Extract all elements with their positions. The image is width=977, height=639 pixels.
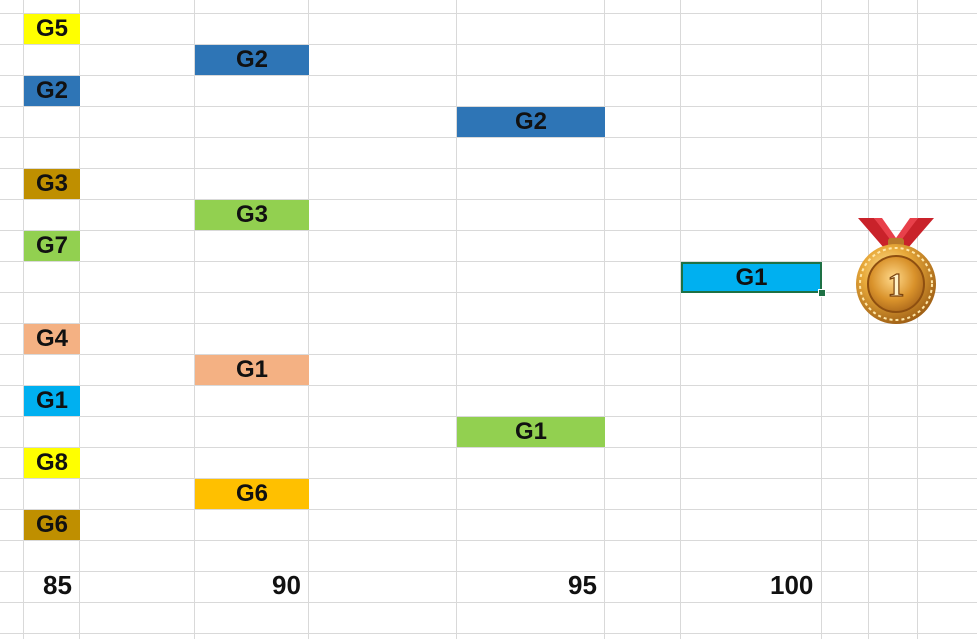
cell-label: G4 <box>35 325 68 352</box>
cell-g1-green[interactable]: G1 <box>457 417 605 447</box>
cell-g6-gold[interactable]: G6 <box>24 510 80 540</box>
axis-label-100: 100 <box>770 570 814 600</box>
cell-label: G3 <box>235 201 268 228</box>
cell-label: G6 <box>35 511 68 538</box>
cell-label: G2 <box>235 46 268 73</box>
cell-g5-yellow[interactable]: G5 <box>24 14 80 44</box>
cell-label: G1 <box>35 387 68 414</box>
cell-label: G5 <box>35 15 68 42</box>
cell-label: G1 <box>514 418 547 445</box>
cell-label: G1 <box>235 356 268 383</box>
gold-medal-icon[interactable]: 1 <box>836 212 956 332</box>
cell-g4-salmon[interactable]: G4 <box>24 324 80 354</box>
cell-label: G1 <box>735 263 768 291</box>
cell-label: G3 <box>35 170 68 197</box>
cell-label: G7 <box>35 232 68 259</box>
cell-g2-blue[interactable]: G2 <box>457 107 605 137</box>
cell-label: G2 <box>35 77 68 104</box>
cell-g1-salmon[interactable]: G1 <box>195 355 309 385</box>
cell-g1-cyan-selected[interactable]: G1 <box>681 262 822 293</box>
cell-label: G8 <box>35 449 68 476</box>
axis-label-95: 95 <box>568 570 597 600</box>
cell-label: G6 <box>235 480 268 507</box>
cell-label: G2 <box>514 108 547 135</box>
fill-handle[interactable] <box>818 289 826 297</box>
cell-g1-cyan[interactable]: G1 <box>24 386 80 416</box>
cell-g8-yellow[interactable]: G8 <box>24 448 80 478</box>
medal-numeral: 1 <box>888 267 905 304</box>
cell-g3-green[interactable]: G3 <box>195 200 309 230</box>
axis-label-90: 90 <box>272 570 301 600</box>
cell-g2-blue[interactable]: G2 <box>24 76 80 106</box>
axis-label-85: 85 <box>43 570 72 600</box>
cell-g3-gold[interactable]: G3 <box>24 169 80 199</box>
cell-g7-green[interactable]: G7 <box>24 231 80 261</box>
cell-g2-blue[interactable]: G2 <box>195 45 309 75</box>
cell-g6-orange[interactable]: G6 <box>195 479 309 509</box>
